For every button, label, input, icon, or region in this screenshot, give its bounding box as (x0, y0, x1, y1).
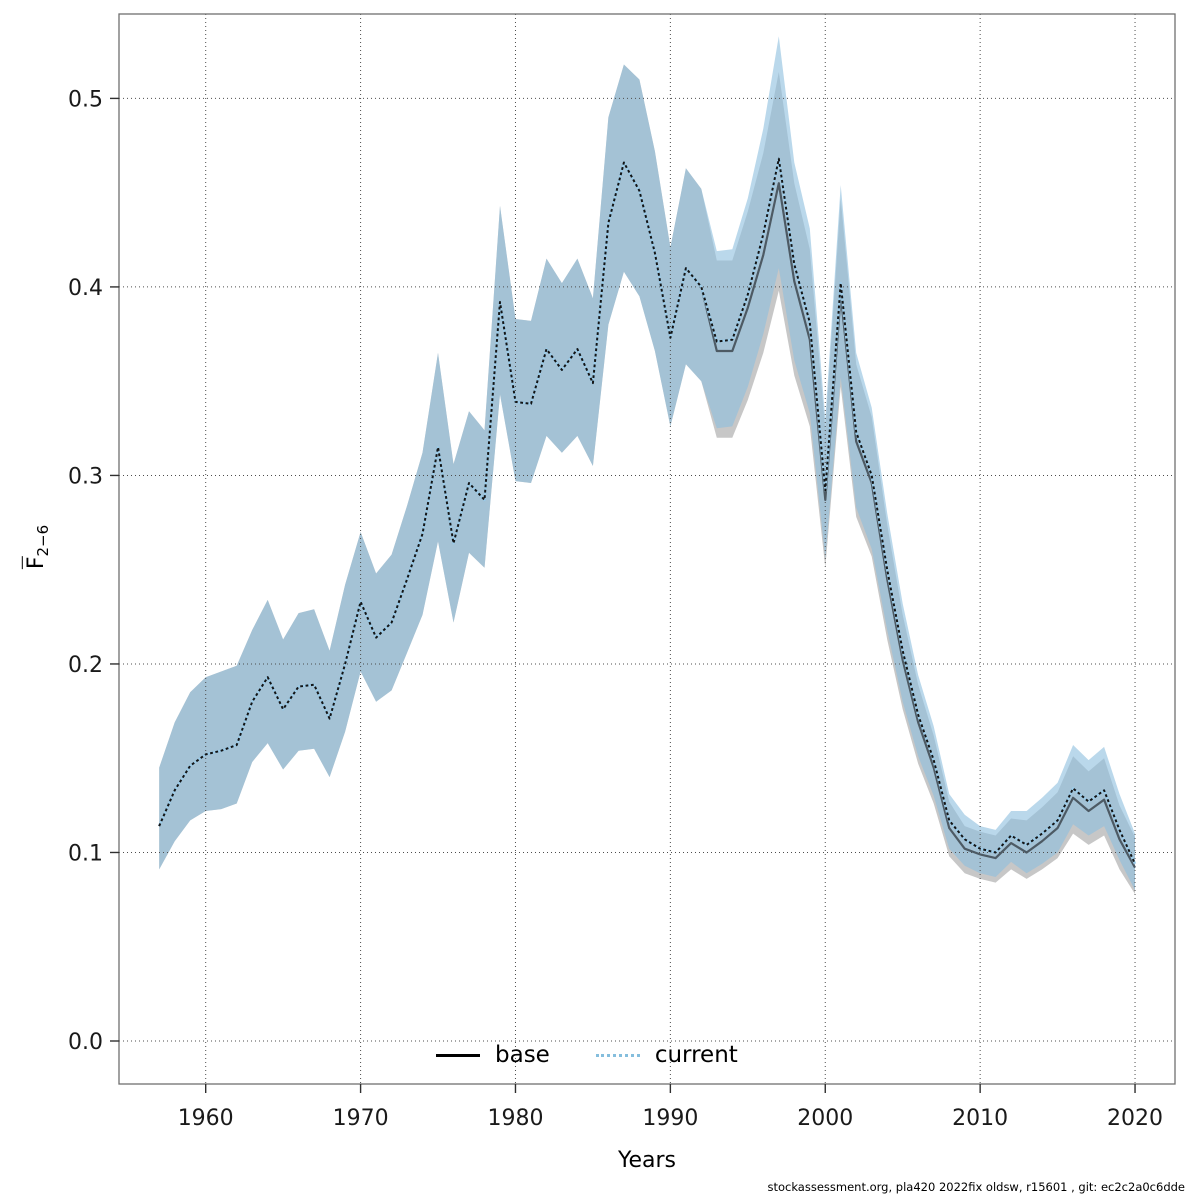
legend-base-label: base (495, 1042, 550, 1068)
x-tick-label-1980: 1980 (487, 1106, 543, 1131)
legend: base current (436, 1042, 738, 1068)
y-tick-label-0.5: 0.5 (68, 87, 103, 112)
footer-attribution: stockassessment.org, pla420 2022fix olds… (767, 1180, 1185, 1194)
plot-border (118, 13, 1176, 1085)
y-tick-label-0: 0.0 (68, 1030, 103, 1055)
legend-item-current: current (595, 1042, 738, 1068)
ci-band-current (159, 36, 1135, 891)
legend-base-line-sample (436, 1053, 480, 1057)
y-tick-label-0.3: 0.3 (68, 464, 103, 489)
line-current (158, 157, 1136, 865)
y-axis-title: F2−6 (21, 524, 53, 570)
y-axis-subscript: 2−6 (34, 524, 53, 557)
y-axis-symbol: F (21, 556, 49, 570)
x-axis-title: Years (617, 1148, 677, 1173)
y-tick-label-0.4: 0.4 (68, 276, 103, 301)
legend-current-label: current (654, 1042, 738, 1068)
x-tick-label-1970: 1970 (333, 1106, 389, 1131)
x-tick-label-1960: 1960 (178, 1106, 234, 1131)
x-tick-label-1990: 1990 (642, 1106, 698, 1131)
legend-current-line-sample (595, 1053, 640, 1057)
y-tick-label-0.2: 0.2 (68, 653, 103, 678)
y-tick-label-0.1: 0.1 (68, 841, 103, 866)
x-tick-label-2000: 2000 (797, 1106, 853, 1131)
legend-item-base: base (436, 1042, 550, 1068)
x-tick-label-2020: 2020 (1107, 1106, 1163, 1131)
x-tick-label-2010: 2010 (952, 1106, 1008, 1131)
